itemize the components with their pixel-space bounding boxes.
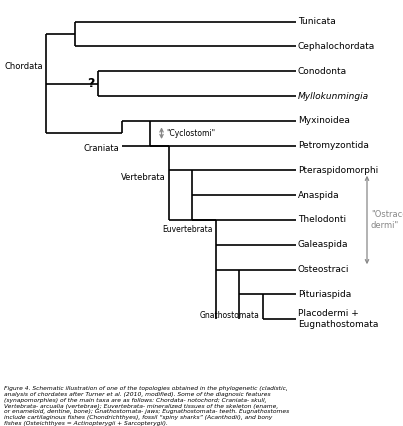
Text: Euvertebrata: Euvertebrata [162,225,213,234]
Text: "Cyclostomi": "Cyclostomi" [166,129,215,138]
Text: Placodermi +
Eugnathostomata: Placodermi + Eugnathostomata [298,309,378,329]
Text: Myllokunmingia: Myllokunmingia [298,92,369,101]
Text: Craniata: Craniata [83,144,119,153]
Text: Petromyzontida: Petromyzontida [298,141,369,150]
Text: ?: ? [87,77,94,90]
Text: Thelodonti: Thelodonti [298,216,346,225]
Text: Osteostraci: Osteostraci [298,265,349,274]
Text: Vertebrata: Vertebrata [121,173,166,182]
Text: Conodonta: Conodonta [298,67,347,76]
Text: Tunicata: Tunicata [298,17,336,26]
Text: "Ostraco-
dermi": "Ostraco- dermi" [371,210,403,230]
Text: Chordata: Chordata [5,62,44,71]
Text: Myxinoidea: Myxinoidea [298,116,350,125]
Text: Pituriaspida: Pituriaspida [298,290,351,299]
Text: Galeaspida: Galeaspida [298,240,348,249]
Text: Gnathostomata: Gnathostomata [200,311,260,320]
Text: Figure 4. Schematic illustration of one of the topologies obtained in the phylog: Figure 4. Schematic illustration of one … [4,386,289,426]
Text: Cephalochordata: Cephalochordata [298,42,375,51]
Text: Pteraspidomorphi: Pteraspidomorphi [298,166,378,175]
Text: Anaspida: Anaspida [298,191,339,200]
